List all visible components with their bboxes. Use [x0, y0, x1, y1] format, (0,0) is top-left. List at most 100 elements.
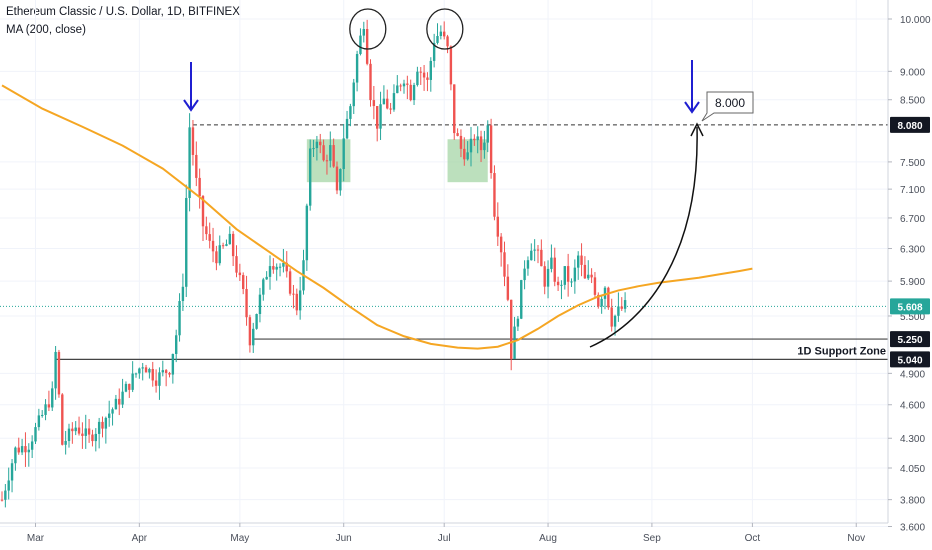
candle-body — [238, 272, 242, 276]
candle-body — [37, 415, 41, 428]
candle-body — [141, 367, 144, 369]
candle-body — [211, 240, 215, 252]
candle-body — [597, 294, 600, 307]
candle-body — [208, 234, 211, 241]
candle-body — [436, 36, 439, 43]
candle-body — [372, 100, 376, 107]
candle-body — [556, 281, 560, 286]
candle-body — [54, 351, 57, 389]
candle-body — [476, 136, 479, 141]
candle-body — [620, 306, 623, 309]
price-label: 5.250 — [897, 335, 922, 346]
x-tick-label: Sep — [643, 533, 661, 544]
candle-body — [168, 372, 171, 375]
candle-body — [138, 368, 141, 374]
price-label-bg — [890, 351, 930, 368]
price-label: 8.080 — [897, 121, 922, 132]
y-tick-label: 6.700 — [900, 214, 925, 225]
candle-body — [228, 233, 231, 245]
candle-body — [580, 255, 583, 265]
candle-body — [523, 268, 526, 281]
candle-body — [231, 233, 235, 257]
candle-body — [543, 266, 546, 287]
candle-body — [426, 77, 429, 80]
candle-body — [164, 370, 168, 373]
candle-body — [617, 306, 620, 316]
candle-body — [466, 152, 469, 160]
candle-body — [104, 417, 108, 429]
candle-body — [399, 85, 402, 87]
candle-body — [30, 441, 34, 450]
candle-body — [111, 409, 114, 414]
candle-body — [292, 293, 295, 295]
y-tick-label: 7.100 — [900, 185, 925, 196]
y-tick-label: 3.800 — [900, 496, 925, 507]
candle-body — [513, 326, 516, 359]
candle-body — [570, 281, 573, 283]
candle-body — [449, 46, 453, 85]
candle-body — [275, 266, 278, 270]
grid — [0, 0, 888, 528]
candles — [0, 19, 627, 508]
candle-body — [114, 398, 118, 410]
candle-body — [453, 84, 456, 134]
candle-body — [151, 368, 154, 381]
candle-body — [218, 245, 221, 264]
candle-body — [4, 490, 7, 500]
price-label: 5.040 — [897, 355, 922, 366]
candle-body — [325, 160, 329, 162]
candle-body — [74, 427, 77, 432]
candle-body — [258, 294, 262, 315]
candle-body — [178, 301, 181, 336]
candle-body — [252, 328, 255, 346]
x-tick-label: May — [230, 533, 249, 544]
candle-body — [278, 266, 282, 268]
candle-body — [265, 276, 268, 280]
candle-body — [7, 480, 10, 491]
candle-body — [355, 54, 359, 83]
candle-body — [305, 205, 309, 261]
candle-body — [526, 260, 530, 269]
x-tick-label: Aug — [539, 533, 557, 544]
candle-body — [121, 391, 124, 405]
candle-body — [198, 177, 201, 197]
candle-body — [339, 169, 342, 191]
x-tick-label: Nov — [847, 533, 865, 544]
candle-body — [583, 264, 587, 279]
candle-body — [81, 433, 84, 436]
candle-body — [329, 145, 332, 161]
candle-body — [128, 383, 131, 390]
candle-body — [64, 441, 67, 445]
candle-body — [175, 335, 178, 354]
candle-body — [94, 433, 97, 442]
candle-body — [108, 413, 111, 418]
double-top-circle — [349, 8, 387, 50]
down-arrow-left-head — [183, 99, 199, 112]
candle-body — [553, 257, 556, 282]
candle-body — [91, 434, 94, 442]
down-arrow-right-head — [684, 101, 700, 114]
candle-body — [623, 300, 627, 309]
candle-body — [312, 148, 315, 150]
candle-body — [349, 106, 352, 119]
candle-body — [242, 275, 245, 289]
y-tick-label: 8.500 — [900, 96, 925, 107]
y-tick-label: 4.300 — [900, 434, 925, 445]
x-tick-label: Apr — [132, 533, 148, 544]
double-top-circle — [426, 8, 464, 50]
candle-body — [429, 60, 432, 80]
candle-body — [389, 108, 392, 110]
projection-curve — [589, 126, 698, 348]
x-tick-label: Jul — [438, 533, 451, 544]
candle-body — [298, 290, 302, 311]
candle-body — [285, 262, 288, 272]
candle-body — [593, 277, 597, 295]
candle-body — [613, 315, 617, 327]
candle-body — [57, 351, 61, 395]
candle-body — [359, 35, 362, 55]
candle-body — [486, 125, 489, 143]
candle-body — [563, 266, 566, 285]
candle-body — [245, 288, 248, 318]
candle-body — [342, 138, 345, 170]
